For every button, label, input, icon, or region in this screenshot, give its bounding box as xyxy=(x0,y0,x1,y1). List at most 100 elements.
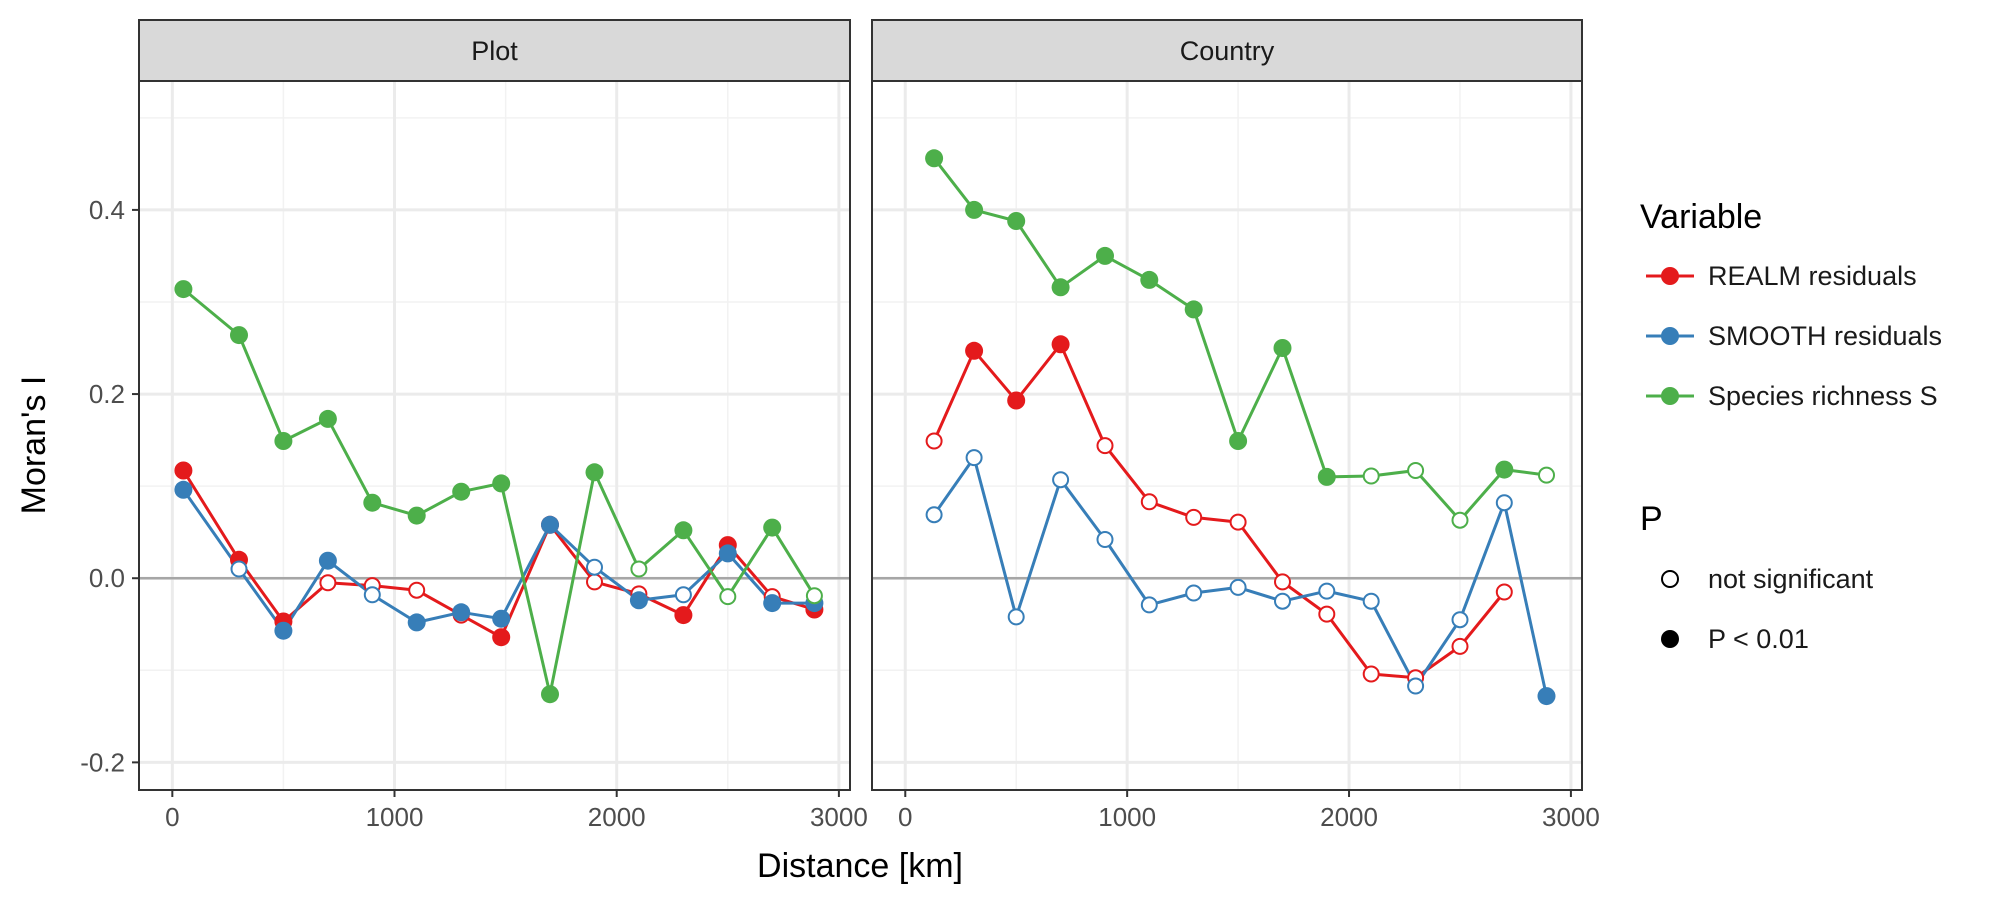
data-point-smooth xyxy=(718,544,737,563)
data-point-smooth xyxy=(174,480,193,499)
x-tick-label: 2000 xyxy=(588,802,646,832)
data-point-species xyxy=(1495,460,1514,479)
data-point-smooth xyxy=(1407,677,1425,695)
data-point-species xyxy=(174,280,193,299)
x-tick-label: 3000 xyxy=(1542,802,1600,832)
data-point-species xyxy=(492,474,511,493)
data-point-species xyxy=(965,200,984,219)
data-point-smooth xyxy=(1318,582,1336,600)
strip-country xyxy=(871,19,1583,82)
legend-entry-species: Species richness S xyxy=(1646,381,1938,411)
data-point-realm xyxy=(1096,437,1114,455)
legend-key-point-smooth xyxy=(1661,327,1679,345)
y-tick-label: 0.0 xyxy=(89,563,125,593)
data-point-species xyxy=(1229,432,1248,450)
data-point-smooth xyxy=(1052,471,1070,489)
legend: Variable REALM residuals SMOOTH residual… xyxy=(1640,198,1942,654)
data-point-species xyxy=(674,521,693,540)
data-point-realm xyxy=(1007,391,1026,410)
data-point-species xyxy=(1538,466,1555,484)
data-point-realm xyxy=(408,581,426,599)
data-point-species xyxy=(407,506,426,525)
data-point-species xyxy=(1051,278,1070,297)
data-point-smooth xyxy=(1185,584,1203,602)
legend-entry-not-significant: not significant xyxy=(1661,564,1874,594)
legend-label-not-significant: not significant xyxy=(1708,564,1874,594)
panel-plot-background xyxy=(139,81,850,790)
data-point-species xyxy=(452,482,471,501)
data-point-realm xyxy=(492,628,511,647)
data-point-smooth xyxy=(629,591,648,610)
legend-title-variable: Variable xyxy=(1640,198,1762,236)
data-point-species xyxy=(1362,467,1380,485)
x-tick-label: 1000 xyxy=(1098,802,1156,832)
data-point-smooth xyxy=(1362,592,1380,610)
data-point-smooth xyxy=(407,613,426,632)
x-tick-label: 2000 xyxy=(1320,802,1378,832)
x-tick-label: 0 xyxy=(898,802,912,832)
x-tick-label: 0 xyxy=(165,802,179,832)
data-point-smooth xyxy=(318,551,337,570)
panel-plot-series xyxy=(174,280,824,704)
data-point-realm xyxy=(1051,335,1070,354)
data-point-species xyxy=(585,463,604,482)
data-point-smooth xyxy=(1537,687,1556,706)
x-axis-title: Distance [km] xyxy=(757,847,963,885)
data-point-species xyxy=(719,588,737,606)
panel-plot: Plot xyxy=(138,19,851,791)
data-point-smooth xyxy=(965,449,983,467)
y-axis: -0.2 0.0 0.2 0.4 xyxy=(80,195,139,777)
data-point-species xyxy=(230,326,248,345)
data-point-realm xyxy=(674,606,693,625)
data-point-smooth xyxy=(363,586,381,604)
data-point-species xyxy=(925,149,944,168)
data-point-species xyxy=(1184,300,1203,319)
data-point-realm xyxy=(586,573,603,591)
data-point-species xyxy=(1451,511,1469,529)
data-point-smooth xyxy=(1495,494,1513,512)
data-point-smooth xyxy=(763,594,782,613)
strip-country-label: Country xyxy=(1180,36,1275,66)
data-point-smooth xyxy=(452,603,471,622)
panel-country-series xyxy=(925,149,1556,706)
data-point-species xyxy=(274,432,293,450)
data-point-realm xyxy=(1185,508,1203,526)
legend-key-point-realm xyxy=(1661,267,1679,285)
data-point-species xyxy=(541,685,559,704)
legend-label-species: Species richness S xyxy=(1708,381,1938,411)
x-axis: 0 1000 2000 3000 0 1000 2000 3000 xyxy=(165,790,1600,832)
legend-label-smooth: SMOOTH residuals xyxy=(1708,321,1942,351)
data-point-realm xyxy=(1274,573,1291,591)
data-point-realm xyxy=(1451,637,1469,655)
legend-key-filled-circle xyxy=(1661,630,1679,648)
legend-label-realm: REALM residuals xyxy=(1708,261,1917,291)
data-point-smooth xyxy=(274,621,293,640)
y-tick-label: 0.4 xyxy=(89,195,125,225)
strip-plot xyxy=(138,19,851,82)
data-point-realm xyxy=(925,432,943,450)
data-point-smooth xyxy=(1007,608,1025,626)
x-tick-label: 3000 xyxy=(810,802,868,832)
legend-label-significant: P < 0.01 xyxy=(1708,624,1809,654)
data-point-species xyxy=(630,560,648,578)
strip-plot-label: Plot xyxy=(471,36,518,66)
data-point-smooth xyxy=(1274,592,1291,610)
data-point-species xyxy=(363,493,382,512)
data-point-realm xyxy=(319,574,337,592)
legend-entry-realm: REALM residuals xyxy=(1646,261,1917,291)
data-point-smooth xyxy=(1140,596,1158,614)
data-point-species xyxy=(1096,246,1114,265)
x-tick-label: 1000 xyxy=(366,802,424,832)
data-point-smooth xyxy=(541,515,559,534)
data-point-smooth xyxy=(925,506,943,524)
data-point-realm xyxy=(1495,583,1513,601)
data-point-smooth xyxy=(1451,611,1469,629)
legend-title-p: P xyxy=(1640,500,1663,538)
data-point-species xyxy=(1007,212,1026,230)
panel-plot-grid xyxy=(139,81,850,790)
data-point-realm xyxy=(1140,493,1158,511)
data-point-smooth xyxy=(674,586,692,604)
data-point-smooth xyxy=(1229,578,1247,596)
legend-key-point-species xyxy=(1661,387,1679,405)
data-point-species xyxy=(805,587,823,605)
